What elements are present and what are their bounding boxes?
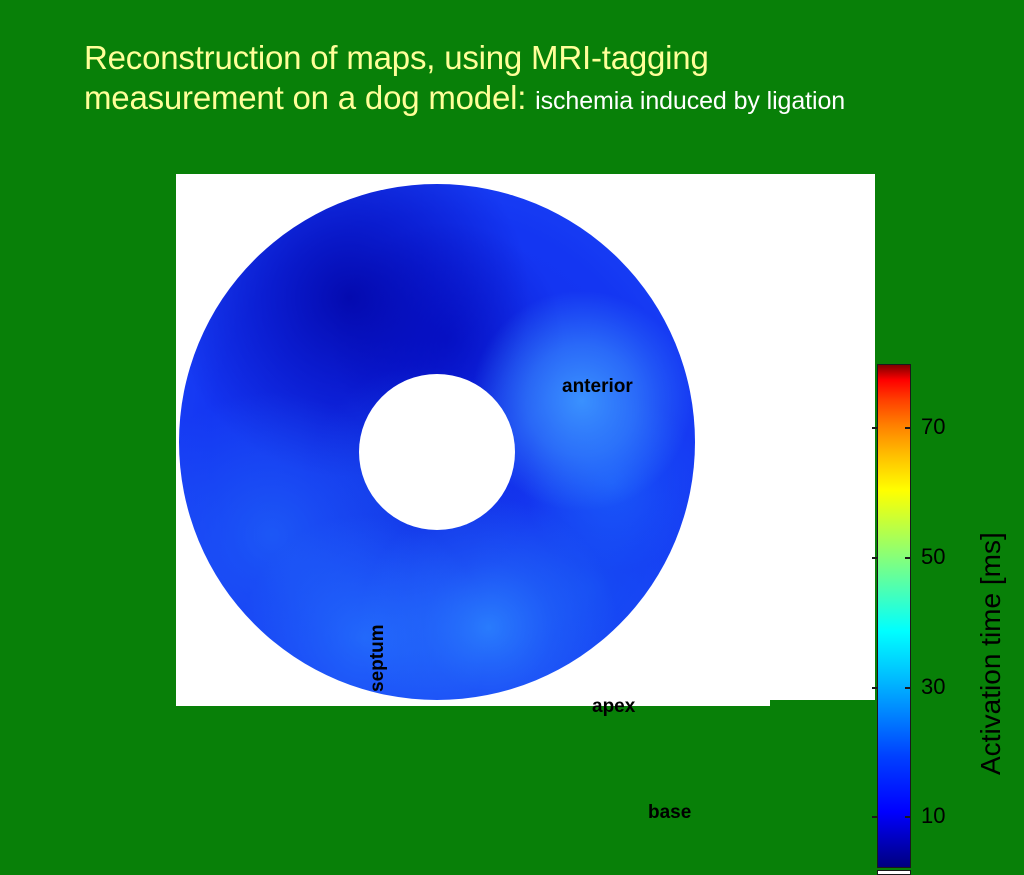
bullseye-center-hole <box>359 374 515 530</box>
map-label-base: base <box>648 802 692 823</box>
page-subtitle: ischemia induced by ligation <box>535 87 846 116</box>
colorbar-tick-mark-10-right <box>905 816 911 818</box>
map-label-apex: apex <box>592 696 636 717</box>
colorbar-tick-mark-30-left <box>872 687 878 689</box>
colorbar-tick-mark-10-left <box>872 816 878 818</box>
slide-canvas: Reconstruction of maps, using MRI-taggin… <box>84 38 1006 875</box>
colorbar-tick-mark-70-right <box>905 427 911 429</box>
colorbar-axis-label: Activation time [ms] <box>971 439 1006 779</box>
bullseye-map <box>179 184 695 700</box>
figure-panel: 70 50 30 10 Activation time [ms] anterio… <box>176 174 1006 875</box>
colorbar-tick-label-30: 30 <box>921 674 946 699</box>
colorbar-tick-label-10: 10 <box>921 803 946 828</box>
colorbar-gradient <box>877 364 911 868</box>
panel-bottom-notch <box>770 700 876 708</box>
page-title-main: measurement on a dog model: <box>84 79 527 117</box>
colorbar-bottom-cap <box>877 870 911 875</box>
map-label-anterior: anterior <box>562 376 633 397</box>
page-title-line-2: measurement on a dog model: ischemia ind… <box>84 78 1004 118</box>
colorbar-tick-label-50: 50 <box>921 544 946 569</box>
colorbar-axis-label-text: Activation time [ms] <box>975 532 1006 775</box>
colorbar-tick-mark-70-left <box>872 427 878 429</box>
map-label-septum: septum <box>367 624 388 692</box>
colorbar-tick-label-70: 70 <box>921 414 946 439</box>
page-title-line-1: Reconstruction of maps, using MRI-taggin… <box>84 39 709 76</box>
slide-title-block: Reconstruction of maps, using MRI-taggin… <box>84 38 1004 119</box>
colorbar-tick-mark-50-left <box>872 557 878 559</box>
colorbar-tick-mark-30-right <box>905 687 911 689</box>
colorbar-tick-mark-50-right <box>905 557 911 559</box>
